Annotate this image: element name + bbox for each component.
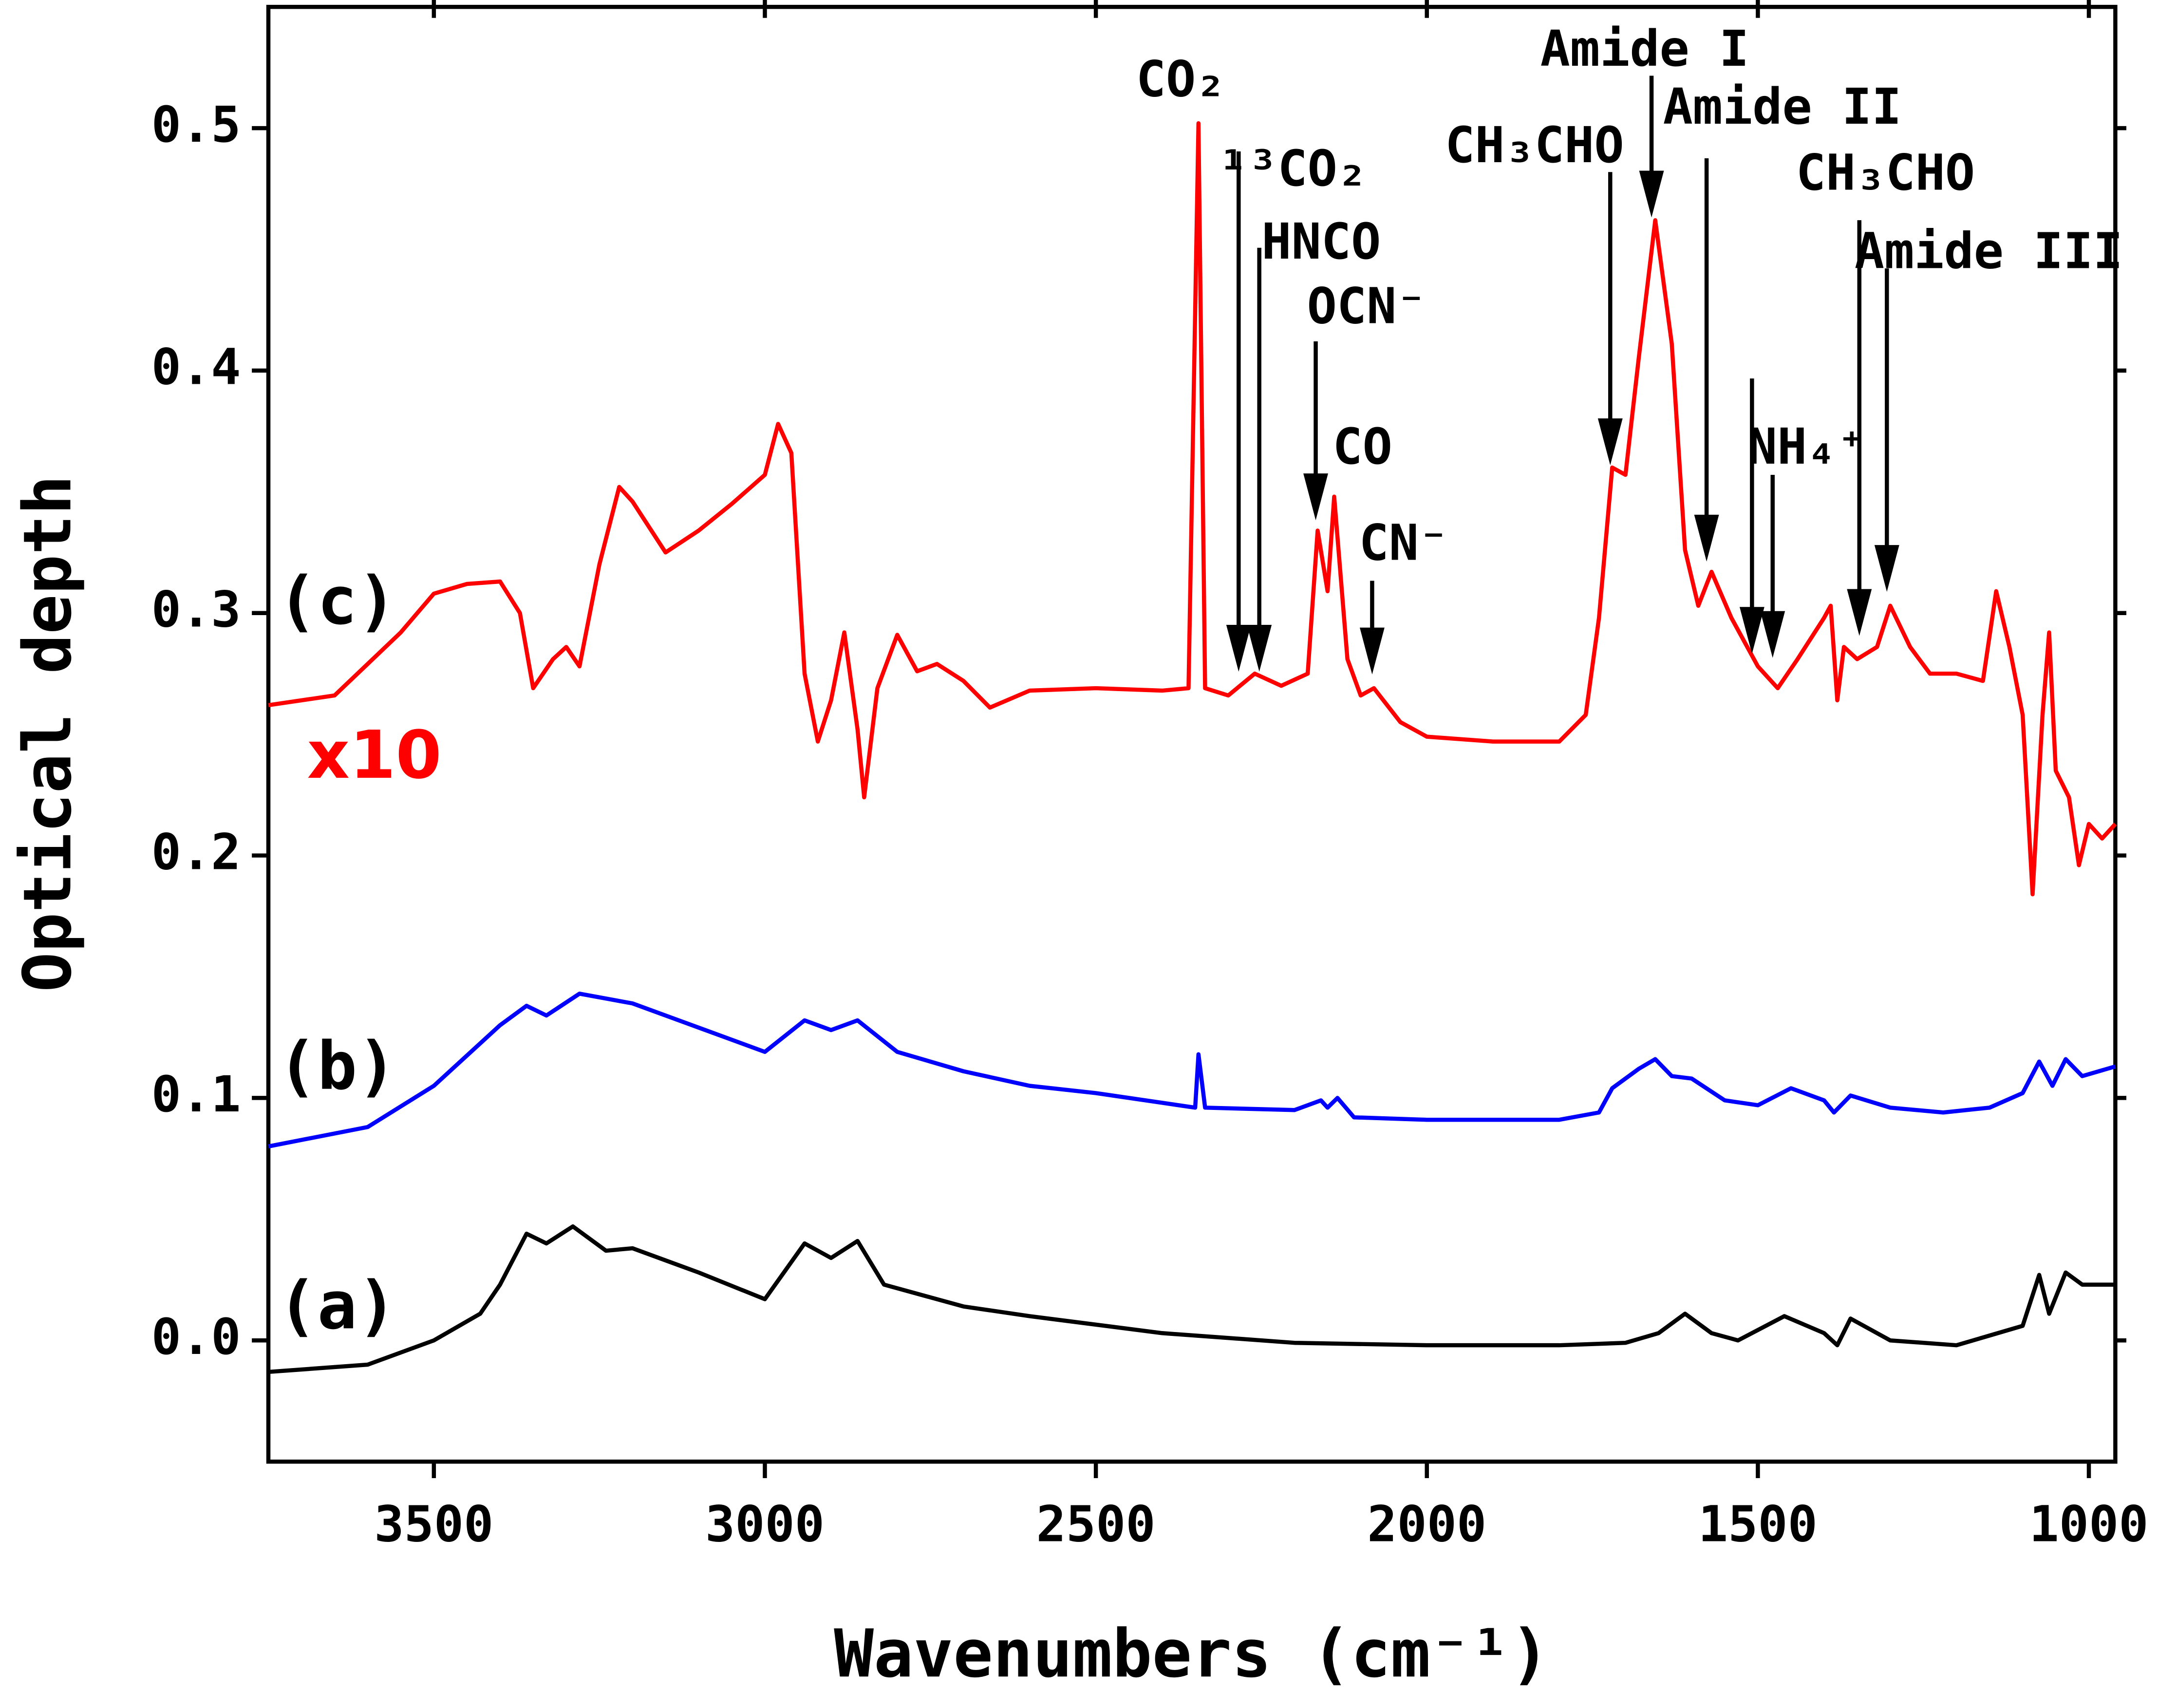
band-label: NH₄⁺ <box>1747 418 1867 475</box>
x-tick-label: 2500 <box>1036 1496 1156 1553</box>
spectrum-line <box>268 1224 2116 1374</box>
band-label: CO <box>1332 418 1392 475</box>
arrow-head <box>1874 545 1899 592</box>
arrow-head <box>1303 473 1328 521</box>
arrow-head <box>1739 607 1764 654</box>
arrow-head <box>1847 589 1872 636</box>
y-axis-label: Optical depth <box>9 475 86 992</box>
series-label: (c) <box>278 563 397 639</box>
band-label: CH₃CHO <box>1796 144 1975 202</box>
band-label: CH₃CHO <box>1445 116 1624 174</box>
spectrum-line <box>268 121 2117 897</box>
spectrum-line <box>268 992 2116 1149</box>
x-tick-label: 1000 <box>2029 1496 2149 1553</box>
band-label: CO₂ <box>1136 50 1226 108</box>
band-label: Amide III <box>1855 223 2123 280</box>
x-tick-label: 3500 <box>374 1496 493 1553</box>
band-label: Amide II <box>1663 78 1902 135</box>
arrow-head <box>1760 611 1785 658</box>
y-tick-label: 0.5 <box>151 96 241 153</box>
y-tick-label: 0.4 <box>151 338 241 396</box>
band-label: ¹³CO₂ <box>1218 140 1367 197</box>
x-tick-label: 2000 <box>1367 1496 1486 1553</box>
band-label: HNCO <box>1261 213 1381 270</box>
arrow-head <box>1694 514 1719 562</box>
arrow-head <box>1639 170 1664 218</box>
arrow-head <box>1226 624 1251 672</box>
band-label: OCN⁻ <box>1307 278 1426 335</box>
arrow-head <box>1359 627 1385 675</box>
series-label: (b) <box>278 1028 397 1105</box>
x-tick-label: 3000 <box>705 1496 825 1553</box>
scale-note: x10 <box>307 716 442 793</box>
x-tick-label: 1500 <box>1698 1496 1818 1553</box>
arrow-head <box>1597 418 1623 466</box>
y-tick-label: 0.2 <box>151 823 241 881</box>
x-axis-label: Wavenumbers (cm⁻¹) <box>834 1615 1550 1692</box>
y-tick-label: 0.0 <box>151 1308 241 1366</box>
y-tick-label: 0.3 <box>151 581 241 638</box>
arrow-head <box>1247 624 1272 672</box>
series-label: (a) <box>278 1267 397 1344</box>
plot-frame <box>266 4 2118 1464</box>
band-label: CN⁻ <box>1359 514 1449 572</box>
y-tick-label: 0.1 <box>151 1066 241 1123</box>
band-label: Amide I <box>1540 20 1749 77</box>
